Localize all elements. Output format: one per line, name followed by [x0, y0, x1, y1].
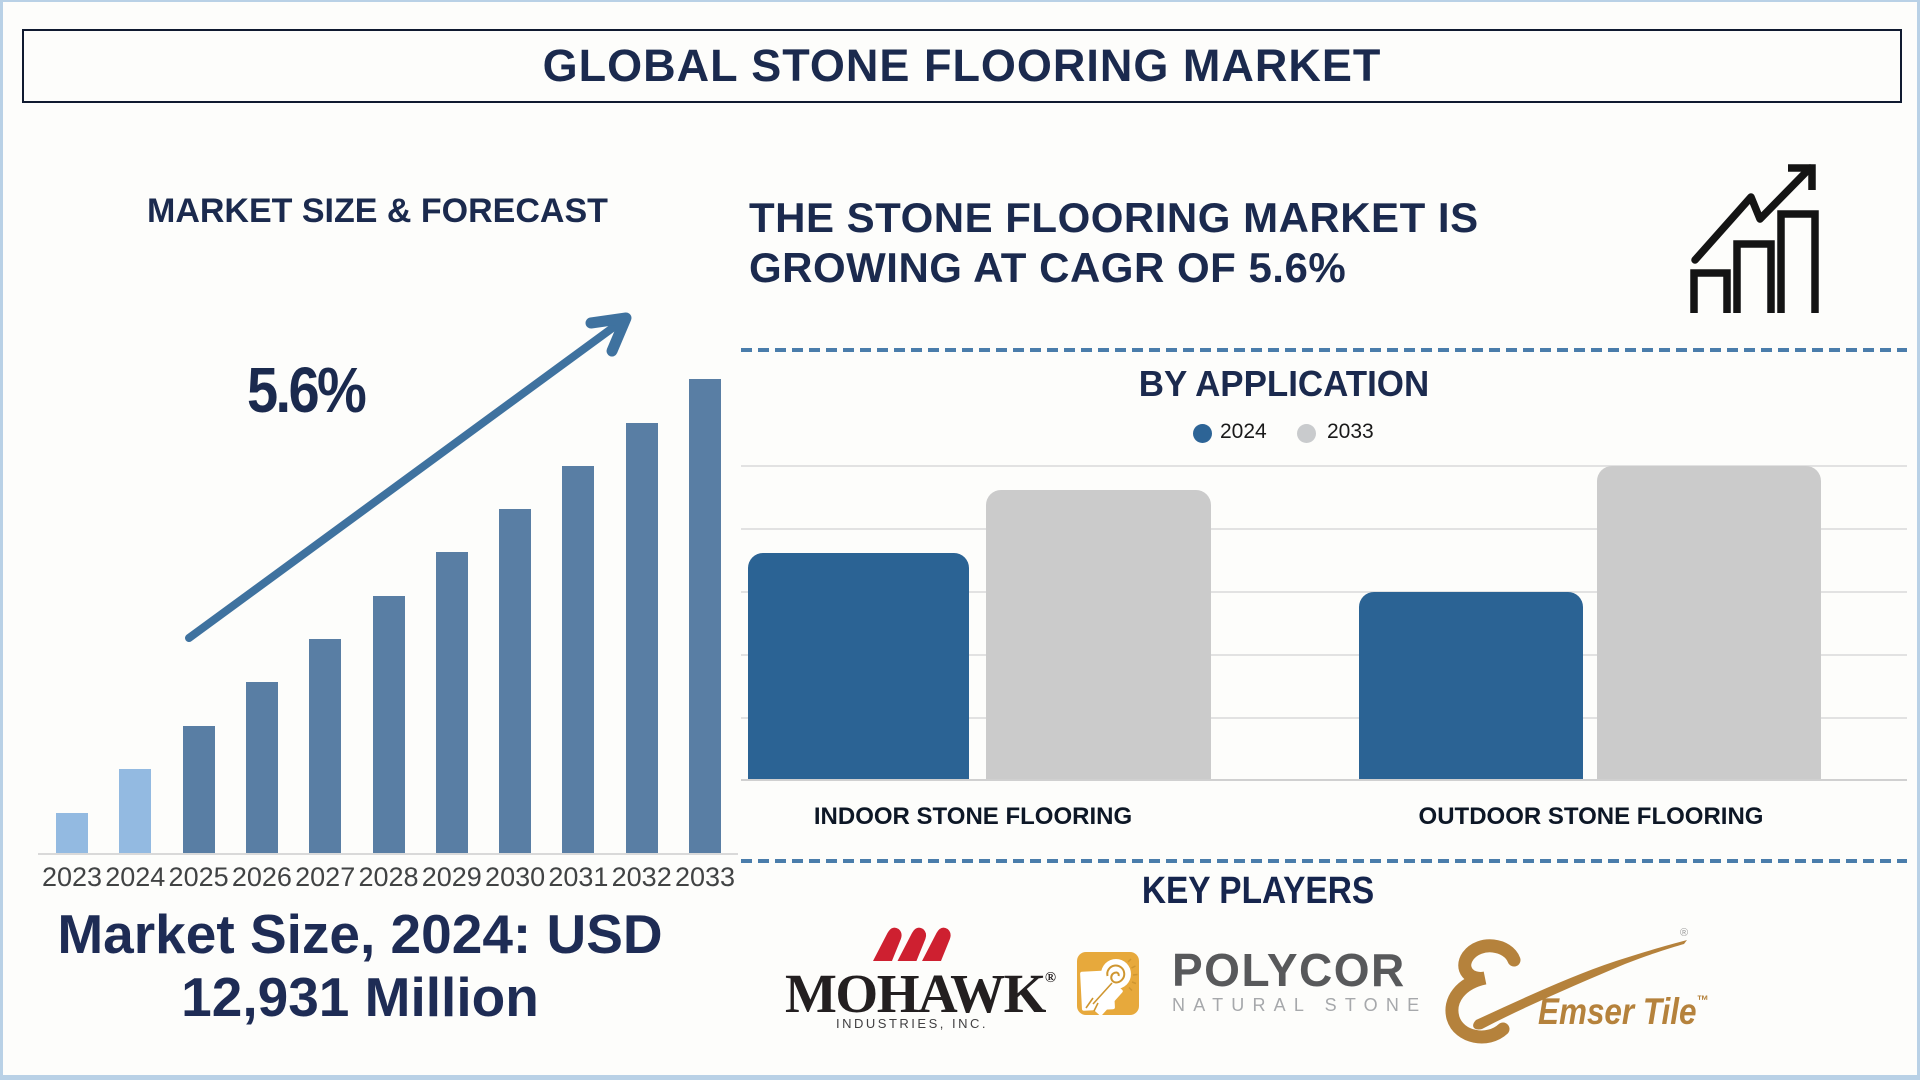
svg-text:®: ® [1680, 927, 1688, 939]
